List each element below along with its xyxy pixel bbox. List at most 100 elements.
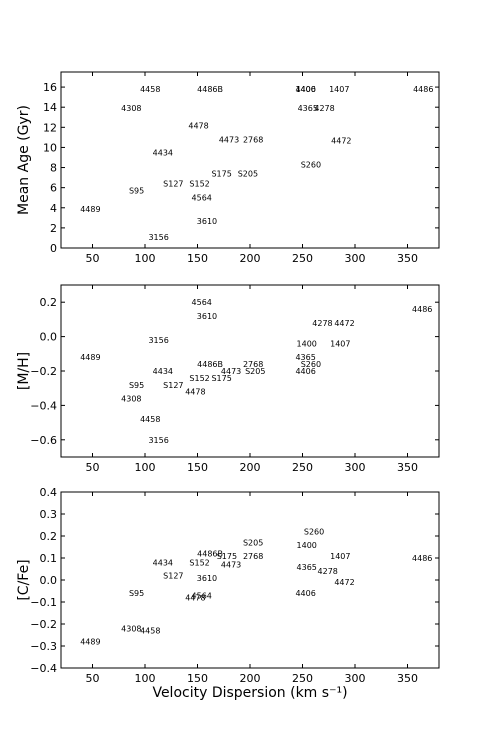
y-tick-label: 8 bbox=[50, 162, 57, 175]
galaxy-point-label: 4278 bbox=[312, 319, 332, 328]
x-tick-label: 100 bbox=[135, 461, 156, 474]
galaxy-point-label: 4308 bbox=[121, 624, 141, 633]
galaxy-point-label: 4458 bbox=[140, 85, 160, 94]
x-tick-label: 300 bbox=[345, 672, 366, 685]
y-tick-label: 0.4 bbox=[40, 486, 58, 499]
x-tick-label: 50 bbox=[86, 252, 100, 265]
x-tick-label: 100 bbox=[135, 672, 156, 685]
galaxy-point-label: 3610 bbox=[197, 574, 217, 583]
galaxy-point-label: 1400 bbox=[297, 339, 317, 348]
x-tick-label: 50 bbox=[86, 672, 100, 685]
x-tick-label: 200 bbox=[240, 672, 261, 685]
galaxy-point-label: 4489 bbox=[80, 638, 100, 647]
galaxy-point-label: 4458 bbox=[140, 415, 160, 424]
y-tick-label: 0.1 bbox=[40, 552, 58, 565]
y-tick-label: 0.0 bbox=[40, 574, 58, 587]
galaxy-point-label: 4478 bbox=[185, 388, 205, 397]
galaxy-point-label: S152 bbox=[189, 374, 209, 383]
galaxy-point-label: 4489 bbox=[80, 353, 100, 362]
y-axis-label: [C/Fe] bbox=[16, 559, 32, 600]
x-tick-label: 250 bbox=[292, 672, 313, 685]
galaxy-point-label: 3610 bbox=[197, 312, 217, 321]
y-tick-label: −0.2 bbox=[30, 618, 57, 631]
galaxy-point-label: S260 bbox=[304, 528, 324, 537]
galaxy-point-label: 4489 bbox=[80, 205, 100, 214]
y-tick-label: 12 bbox=[43, 121, 57, 134]
x-tick-label: 350 bbox=[397, 461, 418, 474]
galaxy-point-label: 4308 bbox=[121, 104, 141, 113]
galaxy-point-label: 4486B bbox=[197, 360, 223, 369]
galaxy-point-label: 4278 bbox=[314, 104, 334, 113]
galaxy-point-label: S260 bbox=[301, 360, 321, 369]
galaxy-point-label: 1407 bbox=[330, 339, 350, 348]
galaxy-point-label: 4473 bbox=[219, 135, 239, 144]
galaxy-point-label: S260 bbox=[301, 161, 321, 170]
galaxy-point-label: 4278 bbox=[318, 567, 338, 576]
galaxy-point-label: S175 bbox=[211, 170, 231, 179]
galaxy-point-label: 2768 bbox=[243, 552, 263, 561]
galaxy-point-label: 1407 bbox=[330, 552, 350, 561]
galaxy-point-label: 3156 bbox=[148, 336, 168, 345]
galaxy-point-label: 1400 bbox=[295, 85, 315, 94]
x-tick-label: 250 bbox=[292, 461, 313, 474]
galaxy-point-label: 1407 bbox=[329, 85, 349, 94]
panel-metallicity: 50 100 150 200 250 300 350 0.2 0.0 −0.2 −0.4 −0.6 [M… bbox=[16, 284, 440, 474]
panel-carbon-iron: 50 100 150 200 250 300 350 0.4 0.3 0.2 0.1 0.0 −0.1 −… bbox=[16, 486, 440, 685]
y-tick-label: 6 bbox=[50, 182, 57, 195]
y-tick-label: −0.1 bbox=[30, 596, 57, 609]
y-tick-label: 0.2 bbox=[40, 296, 58, 309]
galaxy-point-label: S152 bbox=[189, 180, 209, 189]
galaxy-point-label: 4434 bbox=[153, 148, 173, 157]
y-axis-label: [M/H] bbox=[16, 352, 32, 390]
x-tick-label: 350 bbox=[397, 252, 418, 265]
galaxy-point-label: 4406 bbox=[295, 589, 315, 598]
galaxy-point-label: 4564 bbox=[192, 591, 212, 600]
galaxy-point-label: 4472 bbox=[334, 319, 354, 328]
galaxy-point-label: 4564 bbox=[192, 298, 212, 307]
galaxy-point-label: 4478 bbox=[188, 121, 208, 130]
y-tick-label: 0 bbox=[50, 242, 57, 255]
y-tick-label: 4 bbox=[50, 202, 57, 215]
x-tick-label: 150 bbox=[187, 672, 208, 685]
galaxy-point-label: 4365 bbox=[298, 104, 318, 113]
x-tick-label: 300 bbox=[345, 461, 366, 474]
x-tick-label: 150 bbox=[187, 461, 208, 474]
galaxy-point-label: S152 bbox=[189, 558, 209, 567]
galaxy-point-label: 4486 bbox=[412, 305, 432, 314]
galaxy-point-label: S175 bbox=[211, 374, 231, 383]
galaxy-point-label: 4308 bbox=[121, 395, 141, 404]
y-tick-label: −0.2 bbox=[30, 365, 57, 378]
galaxy-point-label: 2768 bbox=[243, 135, 263, 144]
galaxy-point-label: 4406 bbox=[295, 85, 315, 94]
x-tick-label: 300 bbox=[345, 252, 366, 265]
y-tick-label: 14 bbox=[43, 101, 57, 114]
galaxy-point-label: 4564 bbox=[192, 194, 212, 203]
galaxy-point-label: 4365 bbox=[297, 563, 317, 572]
galaxy-point-label: 4458 bbox=[140, 627, 160, 636]
galaxy-point-label: S95 bbox=[129, 381, 144, 390]
galaxy-point-label: 3156 bbox=[148, 233, 168, 242]
galaxy-point-label: 4473 bbox=[221, 367, 241, 376]
x-tick-label: 200 bbox=[240, 461, 261, 474]
galaxy-point-label: 4365 bbox=[295, 353, 315, 362]
galaxy-point-label: S127 bbox=[163, 572, 183, 581]
galaxy-point-label: 4434 bbox=[153, 558, 173, 567]
galaxy-point-label: S205 bbox=[245, 367, 265, 376]
galaxy-point-label: S127 bbox=[163, 381, 183, 390]
galaxy-point-label: 1400 bbox=[297, 541, 317, 550]
galaxy-point-label: 4486B bbox=[197, 85, 223, 94]
panel-mean-age: 50 100 150 200 250 300 350 0 2 4 6 8 10 12 14 16 Mean Ag… bbox=[16, 71, 440, 265]
galaxy-point-label: 4472 bbox=[331, 136, 351, 145]
y-tick-label: 16 bbox=[43, 81, 57, 94]
galaxy-point-label: S95 bbox=[129, 589, 144, 598]
y-tick-label: −0.4 bbox=[30, 662, 57, 675]
y-tick-label: 10 bbox=[43, 141, 57, 154]
y-tick-label: −0.4 bbox=[30, 399, 57, 412]
y-axis-label: Mean Age (Gyr) bbox=[16, 105, 32, 215]
galaxy-point-label: 4473 bbox=[221, 561, 241, 570]
galaxy-point-label: S95 bbox=[129, 187, 144, 196]
galaxy-point-label: 3156 bbox=[148, 436, 168, 445]
y-tick-label: 0.0 bbox=[40, 331, 58, 344]
x-axis-label: Velocity Dispersion (km s⁻¹) bbox=[152, 685, 347, 701]
